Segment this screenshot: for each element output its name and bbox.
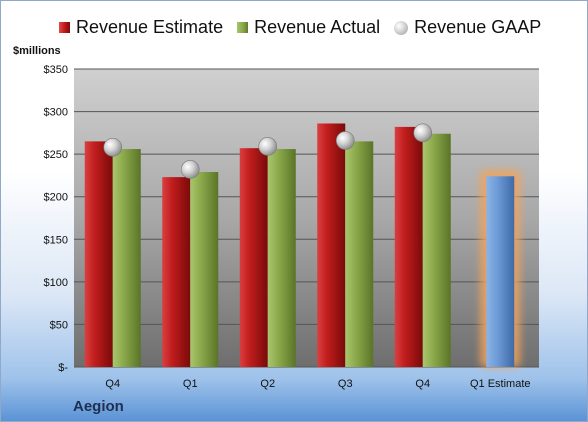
bar-revenue-estimate [84, 141, 113, 367]
y-tick-label: $150 [44, 234, 68, 246]
marker-revenue-gaap [103, 138, 123, 157]
x-tick-label: Q1 Estimate [470, 378, 531, 390]
grid-lines [74, 68, 539, 368]
x-tick-label: Q4 [415, 378, 430, 390]
y-tick-label: $250 [44, 149, 68, 161]
company-name: Aegion [73, 398, 124, 415]
bar-revenue-actual [267, 149, 296, 367]
legend-label-actual: Revenue Actual [254, 17, 381, 37]
y-tick-label: $100 [44, 277, 68, 289]
y-axis: $- $50 $100 $150 $200 $250 $300 $350 [44, 64, 69, 374]
bars [84, 123, 521, 368]
x-tick-label: Q1 [183, 378, 198, 390]
bar-revenue-estimate [239, 148, 268, 367]
y-tick-label: $350 [44, 64, 68, 76]
bar-revenue-actual [345, 141, 374, 367]
bar-revenue-actual [112, 149, 141, 367]
bar-revenue-estimate [162, 177, 191, 367]
y-tick-label: $- [58, 362, 68, 374]
plot-area [74, 69, 539, 367]
y-tick-label: $300 [44, 107, 68, 119]
legend-label-estimate: Revenue Estimate [76, 17, 224, 37]
legend-item-actual: Revenue Actual [237, 17, 380, 38]
legend-label-gaap: Revenue GAAP [414, 17, 542, 37]
x-tick-label: Q3 [338, 378, 353, 390]
bar-revenue-actual [422, 133, 451, 367]
bar-revenue-estimate [394, 126, 423, 367]
y-tick-label: $200 [44, 192, 68, 204]
bar-revenue-estimate [317, 123, 346, 368]
y-unit-label: $millions [13, 45, 61, 57]
bar-revenue-actual [190, 172, 219, 367]
legend-swatch-gaap [394, 20, 409, 35]
marker-revenue-gaap [413, 123, 433, 143]
marker-revenue-gaap [335, 131, 355, 150]
legend-swatch-actual [237, 22, 249, 33]
marker-revenue-gaap [180, 160, 200, 179]
x-tick-label: Q2 [260, 378, 275, 390]
legend-item-gaap: Revenue GAAP [394, 17, 541, 38]
legend: Revenue Estimate Revenue Actual Revenue … [59, 17, 541, 38]
y-tick-label: $50 [50, 319, 68, 331]
legend-swatch-estimate [59, 22, 70, 33]
x-axis: Q4 Q1 Q2 Q3 Q4 Q1 Estimate [105, 378, 530, 390]
bar-q1-estimate [486, 176, 515, 367]
marker-revenue-gaap [258, 137, 278, 156]
legend-item-estimate: Revenue Estimate [59, 17, 223, 38]
x-tick-label: Q4 [105, 378, 120, 390]
